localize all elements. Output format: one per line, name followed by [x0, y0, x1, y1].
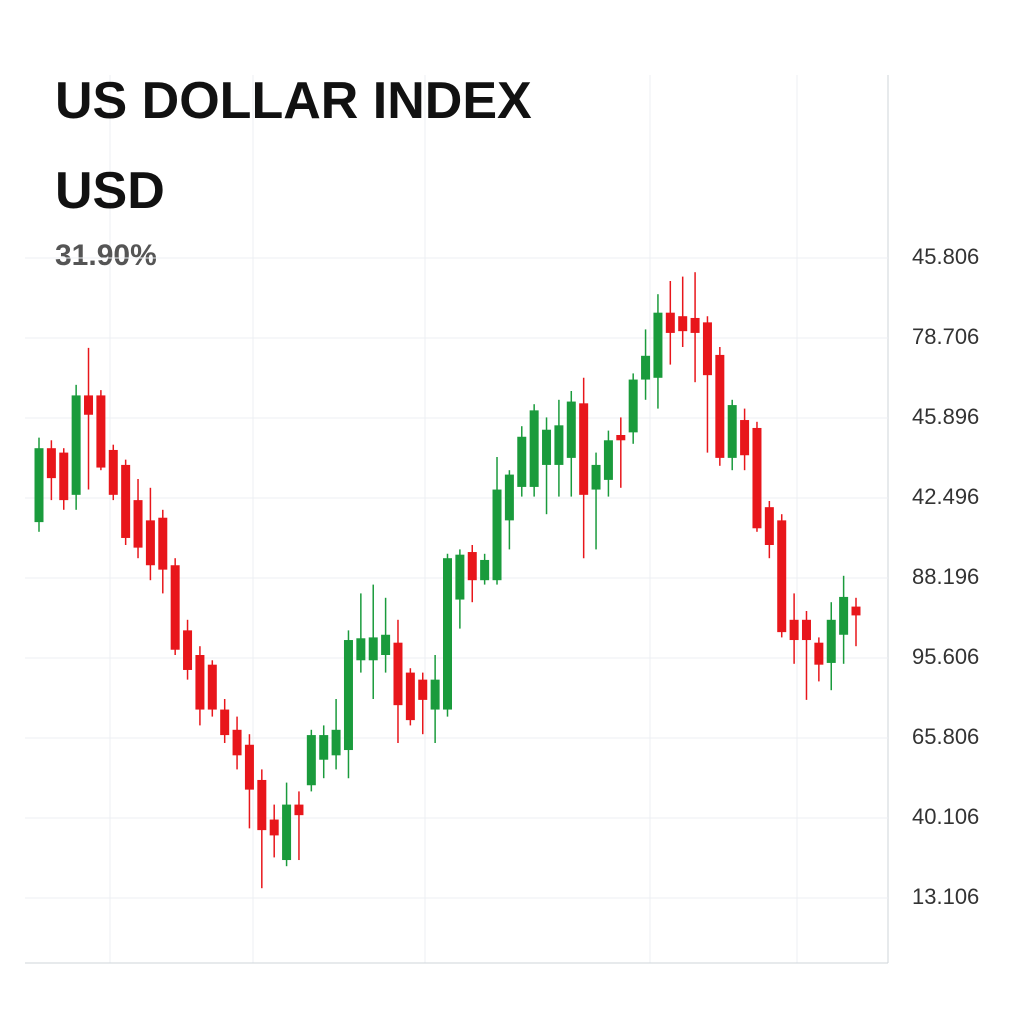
candle-body: [715, 354, 725, 458]
candle-body: [96, 395, 106, 468]
candle-body: [764, 507, 774, 545]
candle-body: [579, 403, 589, 495]
candle-body: [554, 425, 564, 465]
y-axis-label: 13.106: [912, 884, 979, 909]
y-axis-label: 65.806: [912, 724, 979, 749]
candle-body: [839, 596, 849, 635]
candle-body: [678, 316, 688, 332]
y-axis-label: 45.896: [912, 404, 979, 429]
candle-body: [133, 500, 143, 548]
candle-body: [690, 317, 700, 333]
candle-body: [84, 395, 94, 415]
candle-body: [603, 440, 613, 480]
candle-body: [740, 420, 750, 456]
candle-body: [306, 735, 316, 786]
y-axis-label: 42.496: [912, 484, 979, 509]
candle-body: [430, 679, 440, 710]
candle-body: [801, 619, 811, 641]
candle-body: [504, 474, 514, 521]
candle-body: [207, 664, 217, 710]
candle-body: [616, 435, 626, 441]
candle-body: [727, 405, 737, 458]
candle-body: [480, 559, 490, 581]
candle-body: [405, 672, 415, 721]
candle-body: [269, 819, 279, 836]
candle-body: [418, 679, 428, 700]
candle-body: [529, 410, 539, 487]
candle-body: [71, 395, 81, 495]
candle-body: [702, 322, 712, 376]
candle-body: [393, 642, 403, 706]
candle-body: [789, 619, 799, 641]
candle-body: [777, 520, 787, 633]
candle-body: [641, 355, 651, 380]
candle-body: [665, 312, 675, 333]
candle-body: [851, 606, 861, 616]
candle-body: [294, 804, 304, 816]
y-axis-label: 40.106: [912, 804, 979, 829]
candle-body: [257, 779, 267, 831]
candle-body: [244, 744, 254, 790]
y-axis-label: 45.806: [912, 244, 979, 269]
candle-body: [542, 429, 552, 465]
candle-body: [331, 729, 341, 756]
candle-body: [752, 427, 762, 529]
y-axis-label: 88.196: [912, 564, 979, 589]
candle-body: [566, 401, 576, 458]
candle-body: [467, 552, 477, 581]
candle-body: [343, 640, 353, 751]
chart-subtitle: USD: [55, 162, 165, 220]
candle-body: [232, 729, 242, 756]
candle-body: [368, 637, 378, 661]
candle-body: [158, 517, 168, 570]
candle-body: [282, 804, 292, 861]
candle-body: [356, 638, 366, 661]
candle-body: [653, 312, 663, 378]
candle-body: [319, 735, 329, 760]
y-axis-label: 95.606: [912, 644, 979, 669]
candle-body: [381, 634, 391, 655]
candle-body: [183, 630, 193, 670]
candle-body: [46, 448, 56, 479]
candle-body: [145, 520, 155, 566]
candle-body: [195, 655, 205, 710]
candle-body: [443, 558, 452, 710]
candle-body: [455, 554, 465, 600]
change-label: 31.90%: [55, 239, 157, 272]
chart-title: US DOLLAR INDEX: [55, 72, 532, 130]
candle-body: [517, 436, 527, 487]
candle-body: [108, 449, 118, 495]
candle-body: [826, 619, 836, 663]
candle-body: [628, 379, 638, 433]
candle-body: [59, 452, 69, 501]
candle-body: [492, 489, 502, 581]
candle-body: [121, 464, 131, 538]
candle-body: [34, 448, 44, 523]
y-axis-label: 78.706: [912, 324, 979, 349]
candle-body: [220, 709, 230, 736]
candle-body: [591, 464, 601, 490]
candle-body: [170, 565, 180, 650]
candle-body: [814, 642, 824, 665]
